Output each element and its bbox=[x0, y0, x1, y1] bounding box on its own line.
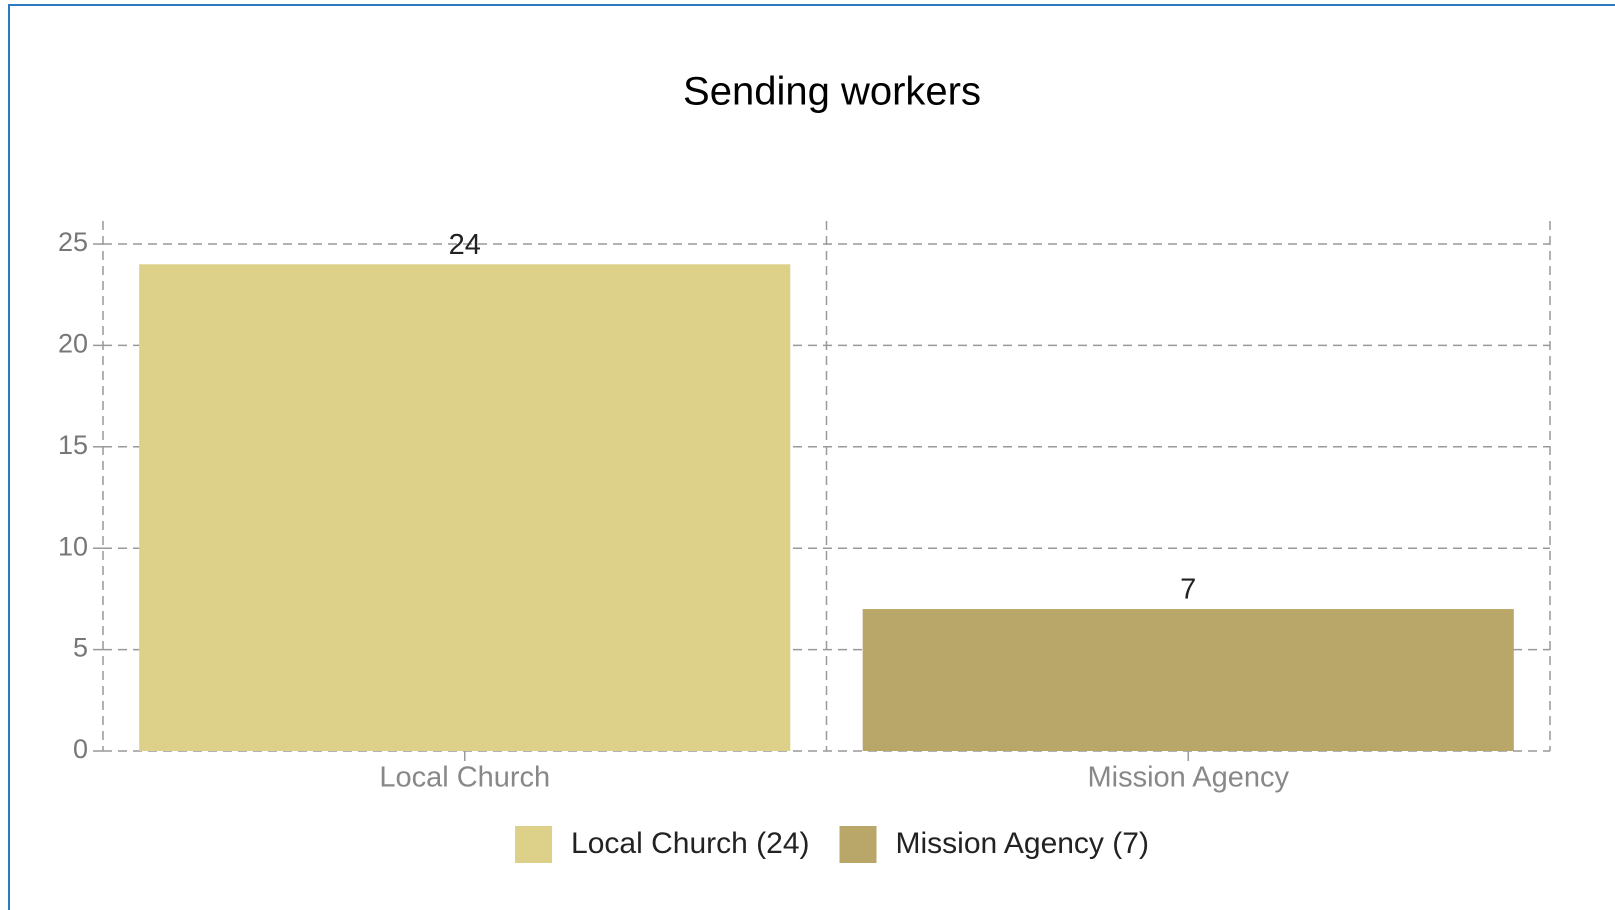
x-tick-label: Local Church bbox=[379, 762, 550, 794]
y-tick-label: 20 bbox=[58, 329, 88, 359]
value-label: 24 bbox=[449, 229, 481, 261]
chart-title: Sending workers bbox=[683, 70, 981, 114]
y-tick-label: 10 bbox=[58, 531, 88, 561]
y-tick-label: 0 bbox=[73, 734, 88, 764]
y-tick-label: 25 bbox=[58, 227, 88, 257]
frame bbox=[8, 4, 1615, 910]
y-tick-label: 5 bbox=[73, 633, 88, 663]
bar bbox=[139, 264, 791, 751]
legend-swatch bbox=[839, 826, 877, 863]
value-label: 7 bbox=[1180, 574, 1196, 606]
x-tick-label: Mission Agency bbox=[1088, 762, 1290, 794]
legend-label: Local Church (24) bbox=[571, 827, 809, 860]
legend-swatch bbox=[515, 826, 553, 863]
y-tick-label: 15 bbox=[58, 430, 88, 460]
legend-label: Mission Agency (7) bbox=[896, 827, 1149, 860]
bar bbox=[862, 609, 1514, 751]
